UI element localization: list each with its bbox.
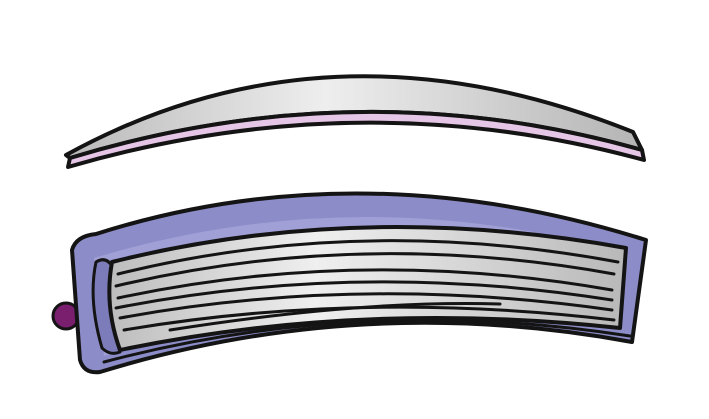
page-line — [118, 292, 614, 320]
book-cover-lower-edge — [102, 318, 632, 364]
page-line — [114, 252, 616, 288]
page-line — [168, 302, 502, 332]
top-strip-pink-band — [66, 109, 646, 169]
page-line — [114, 280, 614, 310]
top-curved-strip — [64, 74, 646, 169]
book-page-lines — [114, 239, 620, 332]
page-line — [116, 268, 614, 300]
page-line — [116, 239, 620, 276]
bottom-book-block — [51, 191, 648, 375]
